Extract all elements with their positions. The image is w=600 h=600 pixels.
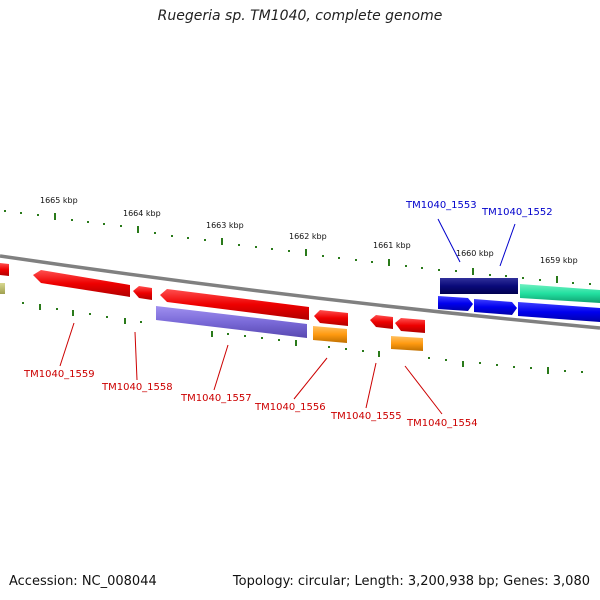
gene-tm1040-1556[interactable] bbox=[314, 310, 348, 326]
gene-tm1040-1554[interactable] bbox=[395, 318, 425, 333]
gene-tm1040-1555[interactable] bbox=[370, 315, 393, 329]
kbp-label-1661: 1661 kbp bbox=[373, 241, 411, 250]
gene-blue-1[interactable] bbox=[438, 296, 473, 311]
gene-tm1040-1559[interactable] bbox=[33, 270, 130, 297]
kbp-label-1663: 1663 kbp bbox=[206, 221, 244, 230]
gene-label-1557[interactable]: TM1040_1557 bbox=[180, 393, 252, 404]
gene-tm1040-1557[interactable] bbox=[160, 289, 309, 320]
gene-purple[interactable] bbox=[156, 306, 307, 338]
gene-labels: TM1040_1553 TM1040_1552 TM1040_1559 TM10… bbox=[23, 200, 553, 429]
genome-backbone bbox=[0, 254, 600, 330]
kbp-label-1662: 1662 kbp bbox=[289, 232, 327, 241]
gene-label-1554[interactable]: TM1040_1554 bbox=[406, 418, 478, 429]
reverse-strand-genes bbox=[0, 283, 600, 351]
gene-tm1040-1558[interactable] bbox=[133, 286, 152, 300]
gene-partial-left[interactable] bbox=[0, 263, 9, 276]
kbp-scale-labels: 1665 kbp 1664 kbp 1663 kbp 1662 kbp 1661… bbox=[40, 196, 578, 265]
kbp-label-1665: 1665 kbp bbox=[40, 196, 78, 205]
kbp-label-1664: 1664 kbp bbox=[123, 209, 161, 218]
gene-label-1559[interactable]: TM1040_1559 bbox=[23, 369, 95, 380]
gene-blue-2[interactable] bbox=[474, 299, 517, 315]
map-title: Ruegeria sp. TM1040, complete genome bbox=[157, 8, 443, 24]
gene-label-1556[interactable]: TM1040_1556 bbox=[254, 402, 326, 413]
kbp-label-1659: 1659 kbp bbox=[540, 256, 578, 265]
gene-tm1040-1553[interactable] bbox=[440, 278, 518, 294]
gene-orange-2[interactable] bbox=[391, 336, 423, 351]
lower-tick-track bbox=[22, 302, 583, 374]
genome-stats-text: Topology: circular; Length: 3,200,938 bp… bbox=[232, 574, 590, 589]
gene-label-1552[interactable]: TM1040_1552 bbox=[481, 207, 553, 218]
gene-label-1558[interactable]: TM1040_1558 bbox=[101, 382, 173, 393]
forward-strand-genes bbox=[0, 263, 600, 333]
gene-orange-1[interactable] bbox=[313, 326, 347, 343]
upper-tick-track bbox=[4, 210, 591, 285]
gene-label-1553[interactable]: TM1040_1553 bbox=[405, 200, 477, 211]
gene-blue-3[interactable] bbox=[518, 302, 600, 322]
gene-label-1555[interactable]: TM1040_1555 bbox=[330, 411, 402, 422]
leader-lines bbox=[59, 218, 516, 415]
accession-text: Accession: NC_008044 bbox=[9, 574, 157, 589]
gene-tm1040-1552[interactable] bbox=[520, 284, 600, 303]
gene-partial-olive[interactable] bbox=[0, 283, 5, 294]
kbp-label-1660: 1660 kbp bbox=[456, 249, 494, 258]
